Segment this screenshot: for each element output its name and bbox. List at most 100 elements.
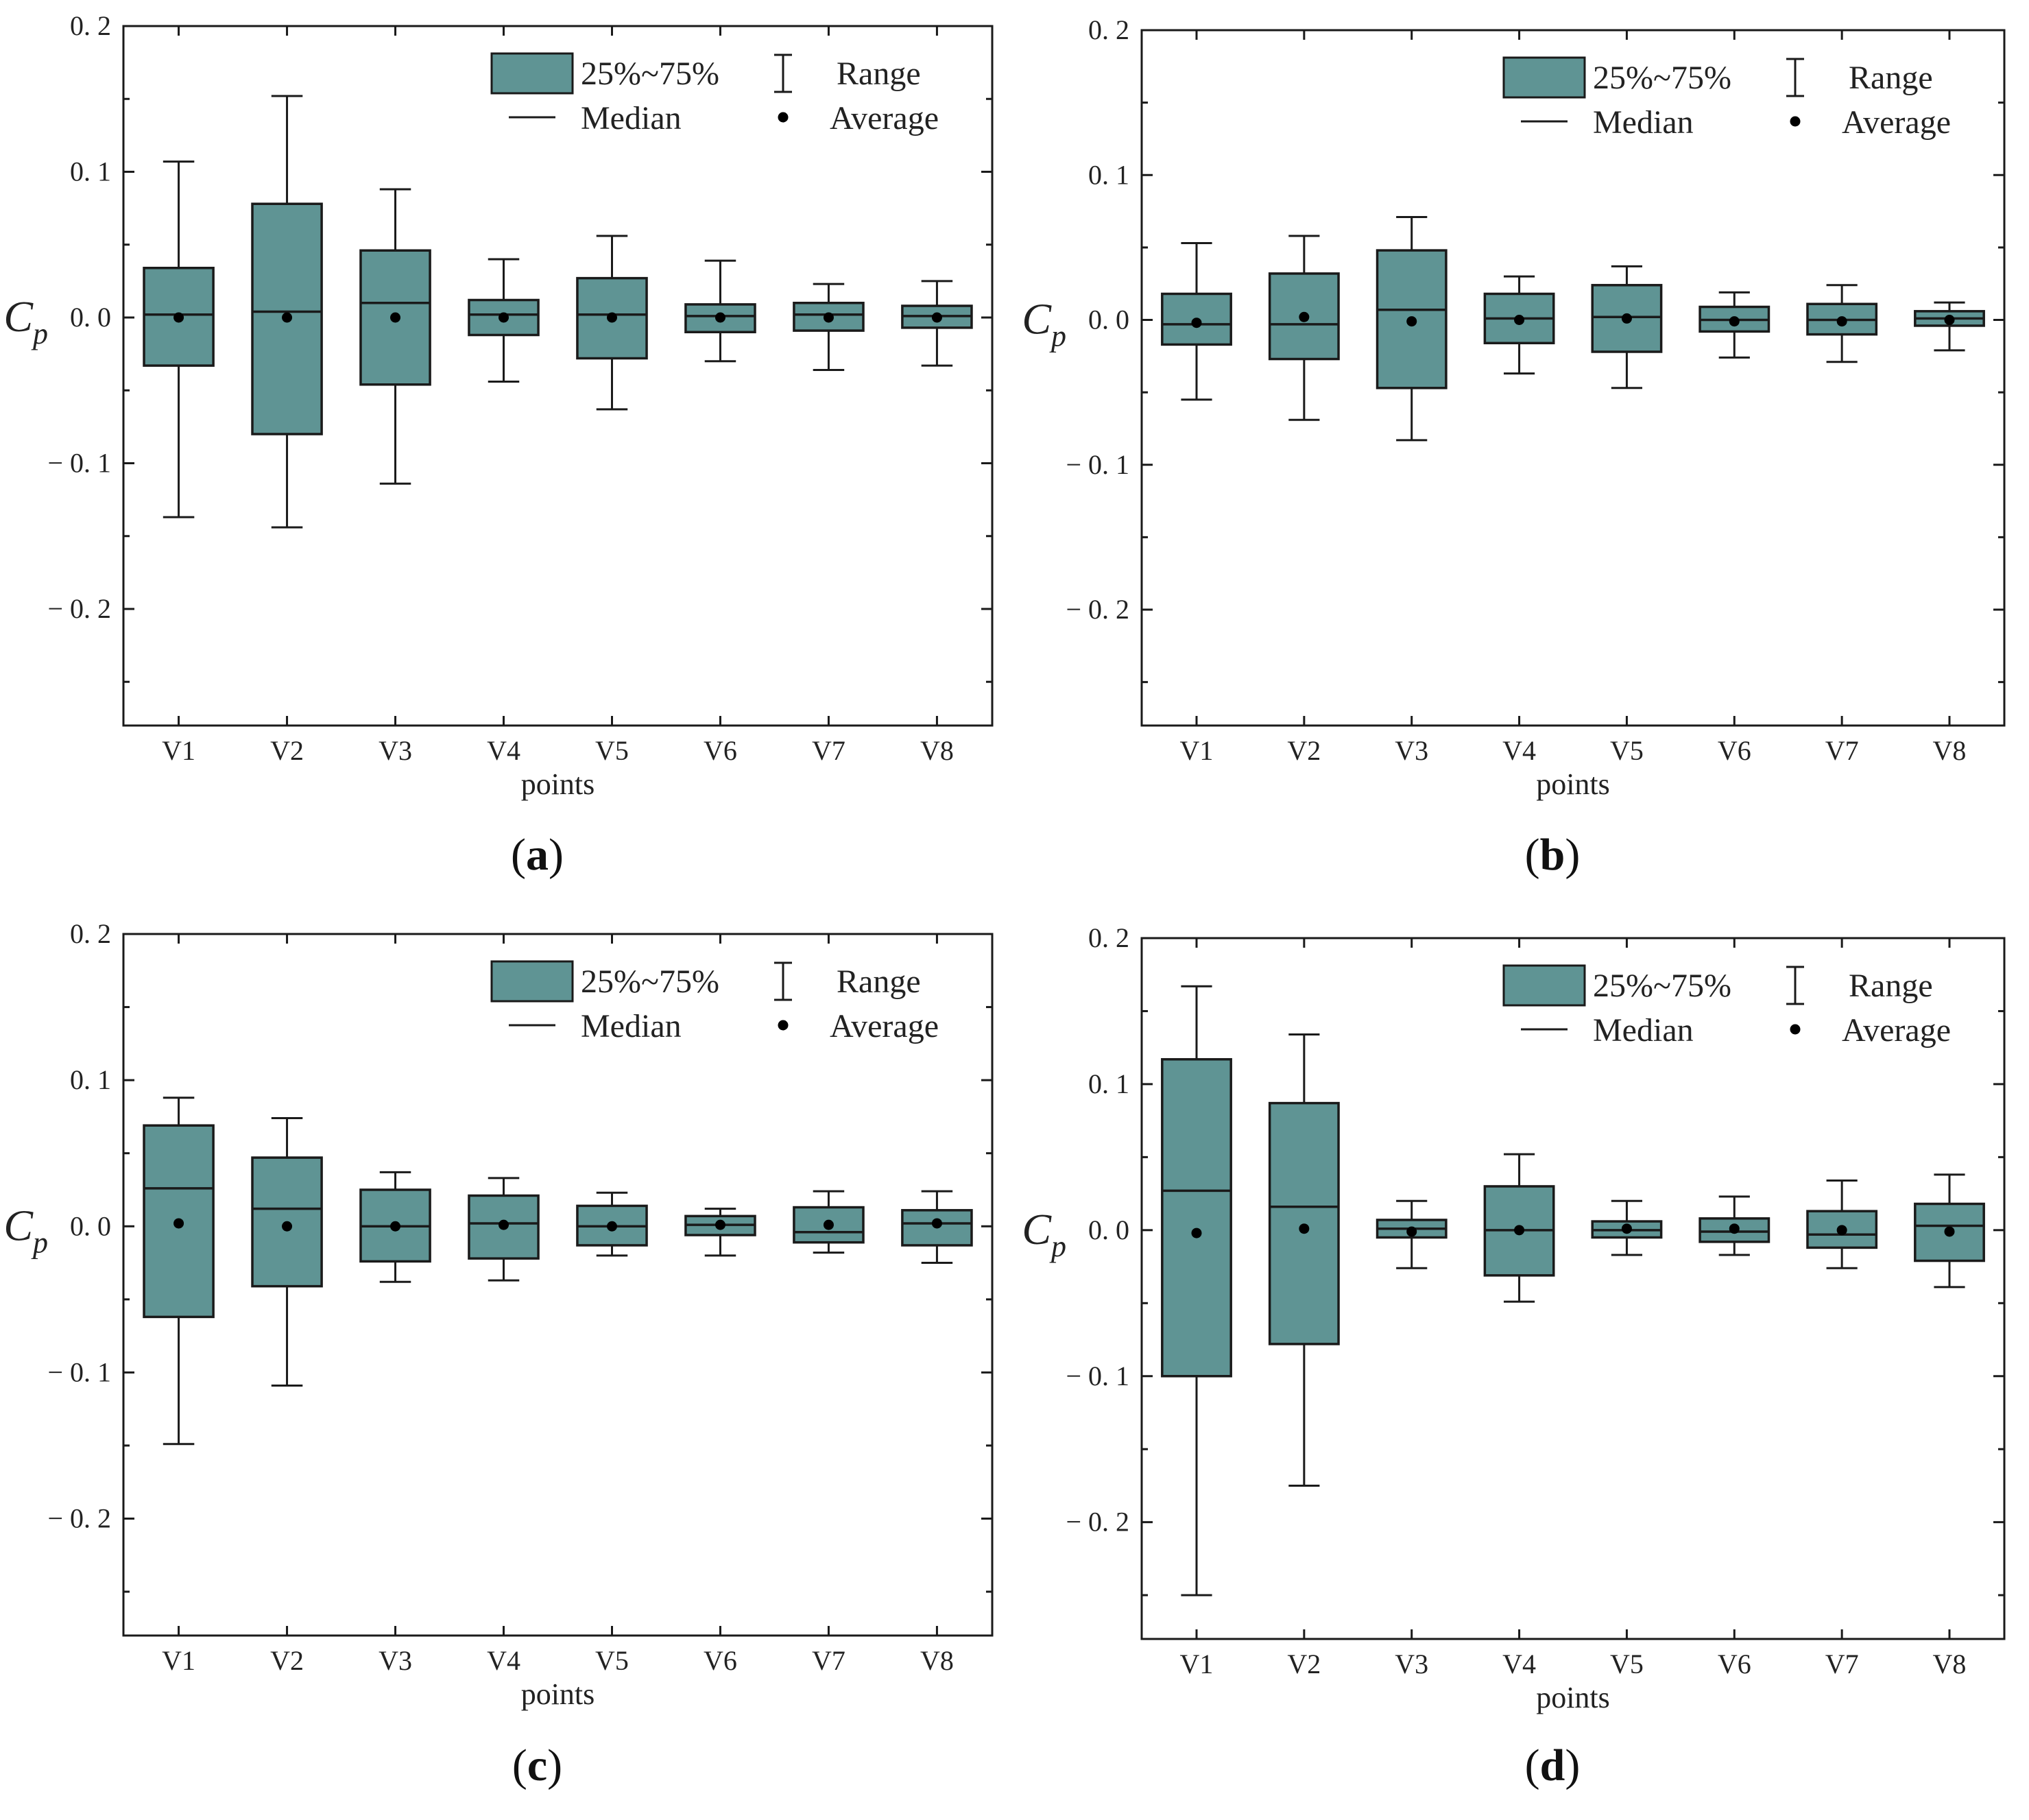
box-V1 <box>1161 985 1232 1596</box>
legend-median-label: Median <box>581 100 682 136</box>
legend-average-label: Average <box>1842 104 1951 141</box>
mean-marker <box>1729 316 1740 327</box>
x-tick-label: V2 <box>270 735 304 766</box>
plot-frame <box>1140 29 2006 727</box>
mean-marker <box>1621 1223 1632 1234</box>
y-axis-label-sub: p <box>1049 1230 1066 1263</box>
box-V2 <box>1268 235 1340 421</box>
panel-label: (c) <box>512 1740 562 1791</box>
panel-label-open: ( <box>1525 1740 1540 1791</box>
box-V4 <box>468 1177 540 1282</box>
mean-marker <box>1729 1223 1740 1234</box>
panel-label-letter: a <box>526 830 549 880</box>
x-tick-label: V7 <box>812 735 845 766</box>
plot-frame <box>122 25 994 727</box>
legend-range-label: Range <box>837 963 921 1000</box>
iqr-box <box>1161 1057 1232 1378</box>
x-tick-label: V3 <box>379 1645 412 1676</box>
box-V7 <box>793 283 865 371</box>
mean-marker <box>1514 1225 1525 1236</box>
mean-marker <box>173 1218 184 1229</box>
mean-marker <box>1514 315 1525 325</box>
legend-iqr-swatch <box>1502 964 1586 1007</box>
legend-iqr-swatch <box>490 960 574 1003</box>
box-V4 <box>1483 1153 1555 1303</box>
x-axis-title: points <box>1536 1681 1610 1714</box>
panel-label-close: ) <box>1565 1740 1580 1791</box>
mean-marker <box>715 1219 725 1230</box>
y-tick-label: 0. 0 <box>1088 304 1129 335</box>
y-tick-label: − 0. 2 <box>1066 594 1129 625</box>
mean-marker <box>823 312 834 323</box>
panel-label-open: ( <box>512 1740 527 1791</box>
box-V4 <box>468 258 540 383</box>
y-tick-label: − 0. 1 <box>1066 449 1129 480</box>
mean-marker <box>173 312 184 323</box>
y-tick-label: 0. 2 <box>70 918 111 949</box>
y-axis-label: Cp <box>3 292 48 350</box>
y-tick-label: 0. 0 <box>70 1210 111 1241</box>
x-tick-label: V1 <box>1180 735 1214 766</box>
mean-marker <box>606 312 617 323</box>
mean-marker <box>1944 1226 1955 1237</box>
box-V2 <box>251 95 323 529</box>
y-axis-label: Cp <box>1022 1205 1066 1263</box>
box-V3 <box>1376 1199 1448 1269</box>
x-tick-label: V5 <box>1610 1649 1644 1679</box>
x-tick-label: V3 <box>1395 735 1428 766</box>
legend: 25%~75% Range Median Average <box>1502 964 1951 1049</box>
chart-panel-d: 0. 2 0. 1 0. 0 − 0. 1 − 0. 2 Cp V1 V2 V3 V4 V5 V6 V7… <box>1022 922 2006 1791</box>
legend-average-icon <box>1790 116 1801 127</box>
x-tick-label: V6 <box>1718 1649 1751 1679</box>
y-tick-label: 0. 1 <box>1088 1068 1129 1099</box>
legend-iqr-label: 25%~75% <box>581 963 719 1000</box>
chart-panel-b: 0. 2 0. 1 0. 0 − 0. 1 − 0. 2 Cp V1 V2 V3 V4 V5 V6 V7… <box>1022 14 2006 880</box>
box-V2 <box>251 1117 323 1387</box>
box-V3 <box>359 1171 431 1283</box>
mean-marker <box>931 312 942 323</box>
x-axis-title: points <box>1536 767 1610 801</box>
box-V2 <box>1268 1033 1340 1487</box>
chart-panel-a: 0. 2 0. 1 0. 0 − 0. 1 − 0. 2 Cp V1 V2 V3 V4 V5 V6 V7… <box>3 10 994 880</box>
x-tick-label: V3 <box>379 735 412 766</box>
x-tick-label: V4 <box>1502 735 1536 766</box>
x-tick-label: V2 <box>1287 735 1321 766</box>
y-tick-label: − 0. 1 <box>47 1356 111 1387</box>
legend-range-label: Range <box>1849 968 1933 1004</box>
box-V7 <box>1806 284 1878 363</box>
x-tick-label: V7 <box>1825 1649 1859 1679</box>
y-tick-label: 0. 1 <box>1088 159 1129 190</box>
x-tick-label: V2 <box>270 1645 304 1676</box>
legend-iqr-label: 25%~75% <box>1593 60 1731 96</box>
iqr-box <box>684 303 756 333</box>
x-tick-label: V6 <box>704 1645 737 1676</box>
y-tick-label: − 0. 2 <box>1066 1507 1129 1537</box>
y-tick-label: 0. 0 <box>1088 1214 1129 1245</box>
y-tick-label: 0. 2 <box>1088 922 1129 953</box>
x-tick-label: V4 <box>487 1645 520 1676</box>
box-V5 <box>1591 265 1663 390</box>
y-tick-label: − 0. 2 <box>47 593 111 624</box>
x-axis-title: points <box>521 767 595 801</box>
y-axis-label-sub: p <box>1049 320 1066 353</box>
legend-range-label: Range <box>837 56 921 92</box>
box-V8 <box>1914 1173 1985 1289</box>
x-tick-label: V6 <box>1718 735 1751 766</box>
y-tick-label: − 0. 1 <box>1066 1361 1129 1391</box>
mean-marker <box>823 1219 834 1230</box>
panel-label-close: ) <box>1565 830 1580 880</box>
iqr-box <box>1806 1210 1878 1249</box>
legend-range-label: Range <box>1849 60 1933 96</box>
mean-marker <box>931 1218 942 1229</box>
x-tick-label: V4 <box>487 735 520 766</box>
y-axis-label: Cp <box>3 1201 48 1259</box>
x-tick-label: V3 <box>1395 1649 1428 1679</box>
mean-marker <box>1406 1226 1417 1237</box>
box-V1 <box>143 1097 215 1446</box>
box-V3 <box>1376 216 1448 442</box>
legend-average-label: Average <box>830 100 939 136</box>
x-tick-label: V7 <box>1825 735 1859 766</box>
x-tick-label: V4 <box>1502 1649 1536 1679</box>
box-V5 <box>576 1191 648 1257</box>
